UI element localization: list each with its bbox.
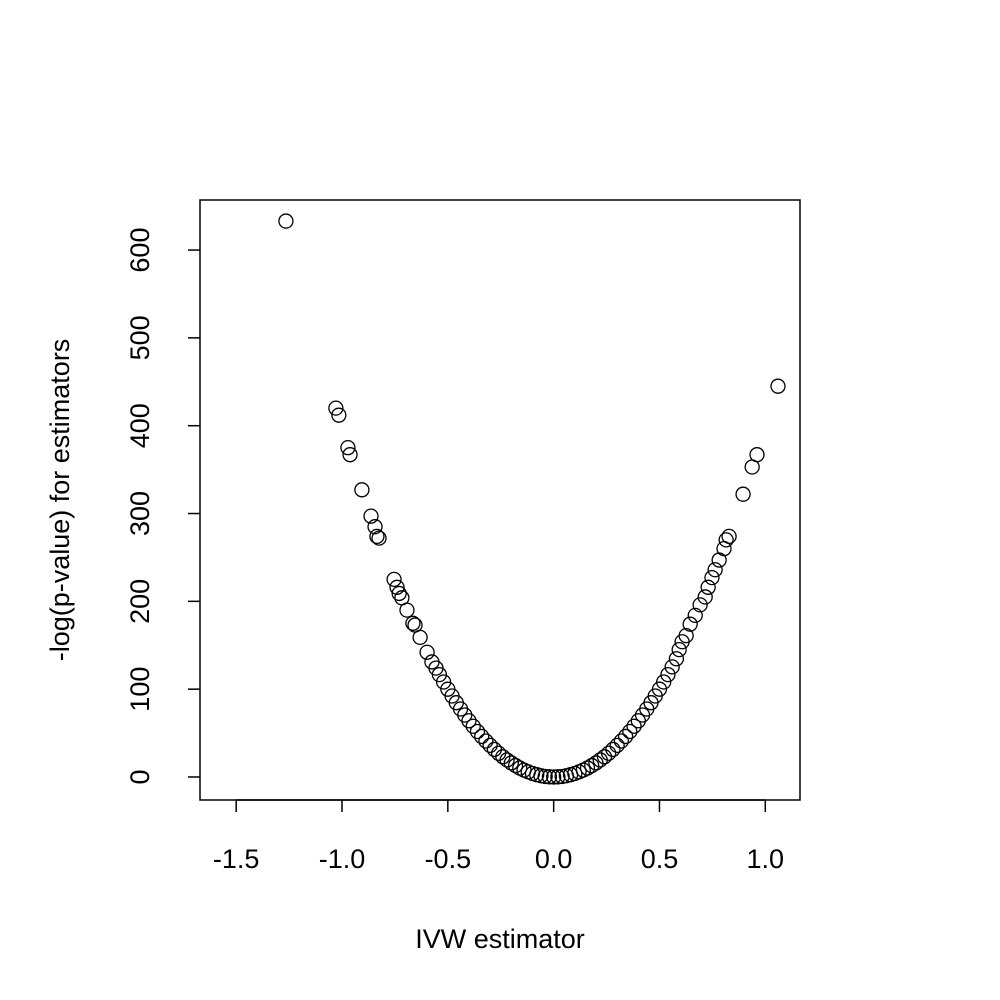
point [537, 768, 553, 785]
point [478, 733, 494, 749]
point [495, 749, 511, 765]
x-tick-label: 0.5 [641, 844, 679, 874]
point [405, 615, 421, 631]
point [486, 741, 503, 758]
y-tick-label: 0 [125, 769, 155, 784]
point [617, 728, 634, 745]
point [626, 718, 642, 734]
x-tick-label: -1.0 [319, 844, 366, 874]
point [660, 666, 676, 683]
point [499, 752, 515, 768]
point [651, 681, 668, 697]
point [386, 571, 402, 588]
point [461, 713, 477, 729]
point [687, 607, 703, 624]
point [503, 755, 519, 771]
point [609, 737, 625, 754]
point [541, 769, 558, 785]
point [692, 597, 708, 613]
point [354, 482, 370, 498]
point [474, 728, 490, 745]
point [482, 737, 498, 754]
point [431, 666, 448, 683]
point [668, 651, 685, 667]
point [331, 407, 347, 423]
point [367, 519, 383, 535]
x-tick-label: -0.5 [425, 844, 472, 874]
point [435, 674, 452, 690]
y-tick-label: 300 [125, 491, 155, 536]
point [718, 532, 734, 548]
point [622, 723, 638, 740]
point [700, 579, 716, 595]
point [328, 400, 344, 416]
point [363, 508, 379, 524]
point [369, 528, 385, 545]
point [704, 569, 720, 586]
plot-frame [199, 199, 801, 801]
point [340, 440, 356, 456]
point [419, 644, 435, 660]
y-tick-label: 400 [125, 403, 155, 448]
point [721, 528, 737, 545]
point [371, 530, 387, 546]
point [546, 769, 562, 785]
x-tick-label: -1.5 [213, 844, 260, 874]
y-tick-label: 600 [125, 228, 155, 273]
point [697, 589, 713, 605]
x-tick-label: 0.0 [535, 844, 573, 874]
point [579, 760, 596, 776]
point [399, 602, 415, 618]
point [278, 213, 294, 229]
point [391, 585, 407, 602]
point [469, 723, 486, 740]
point [412, 629, 428, 646]
x-axis-label: IVW estimator [415, 924, 585, 954]
y-tick-label: 100 [125, 667, 155, 712]
point [656, 674, 672, 690]
point [613, 733, 630, 749]
point [342, 447, 358, 463]
point [584, 757, 600, 774]
point [664, 659, 680, 675]
point [389, 579, 405, 595]
point [707, 562, 723, 578]
y-tick-label: 200 [125, 579, 155, 624]
point [671, 641, 687, 658]
point [465, 718, 481, 734]
point [605, 741, 621, 758]
point [749, 447, 765, 463]
point [550, 769, 566, 785]
point [507, 757, 524, 774]
point [678, 627, 694, 644]
point [682, 616, 698, 632]
point [735, 486, 751, 502]
point [770, 378, 786, 394]
y-tick-label: 500 [125, 315, 155, 360]
point [601, 745, 617, 761]
y-axis-label: -log(p-value) for estimators [45, 339, 75, 662]
point [588, 755, 604, 771]
x-tick-label: 1.0 [747, 844, 785, 874]
